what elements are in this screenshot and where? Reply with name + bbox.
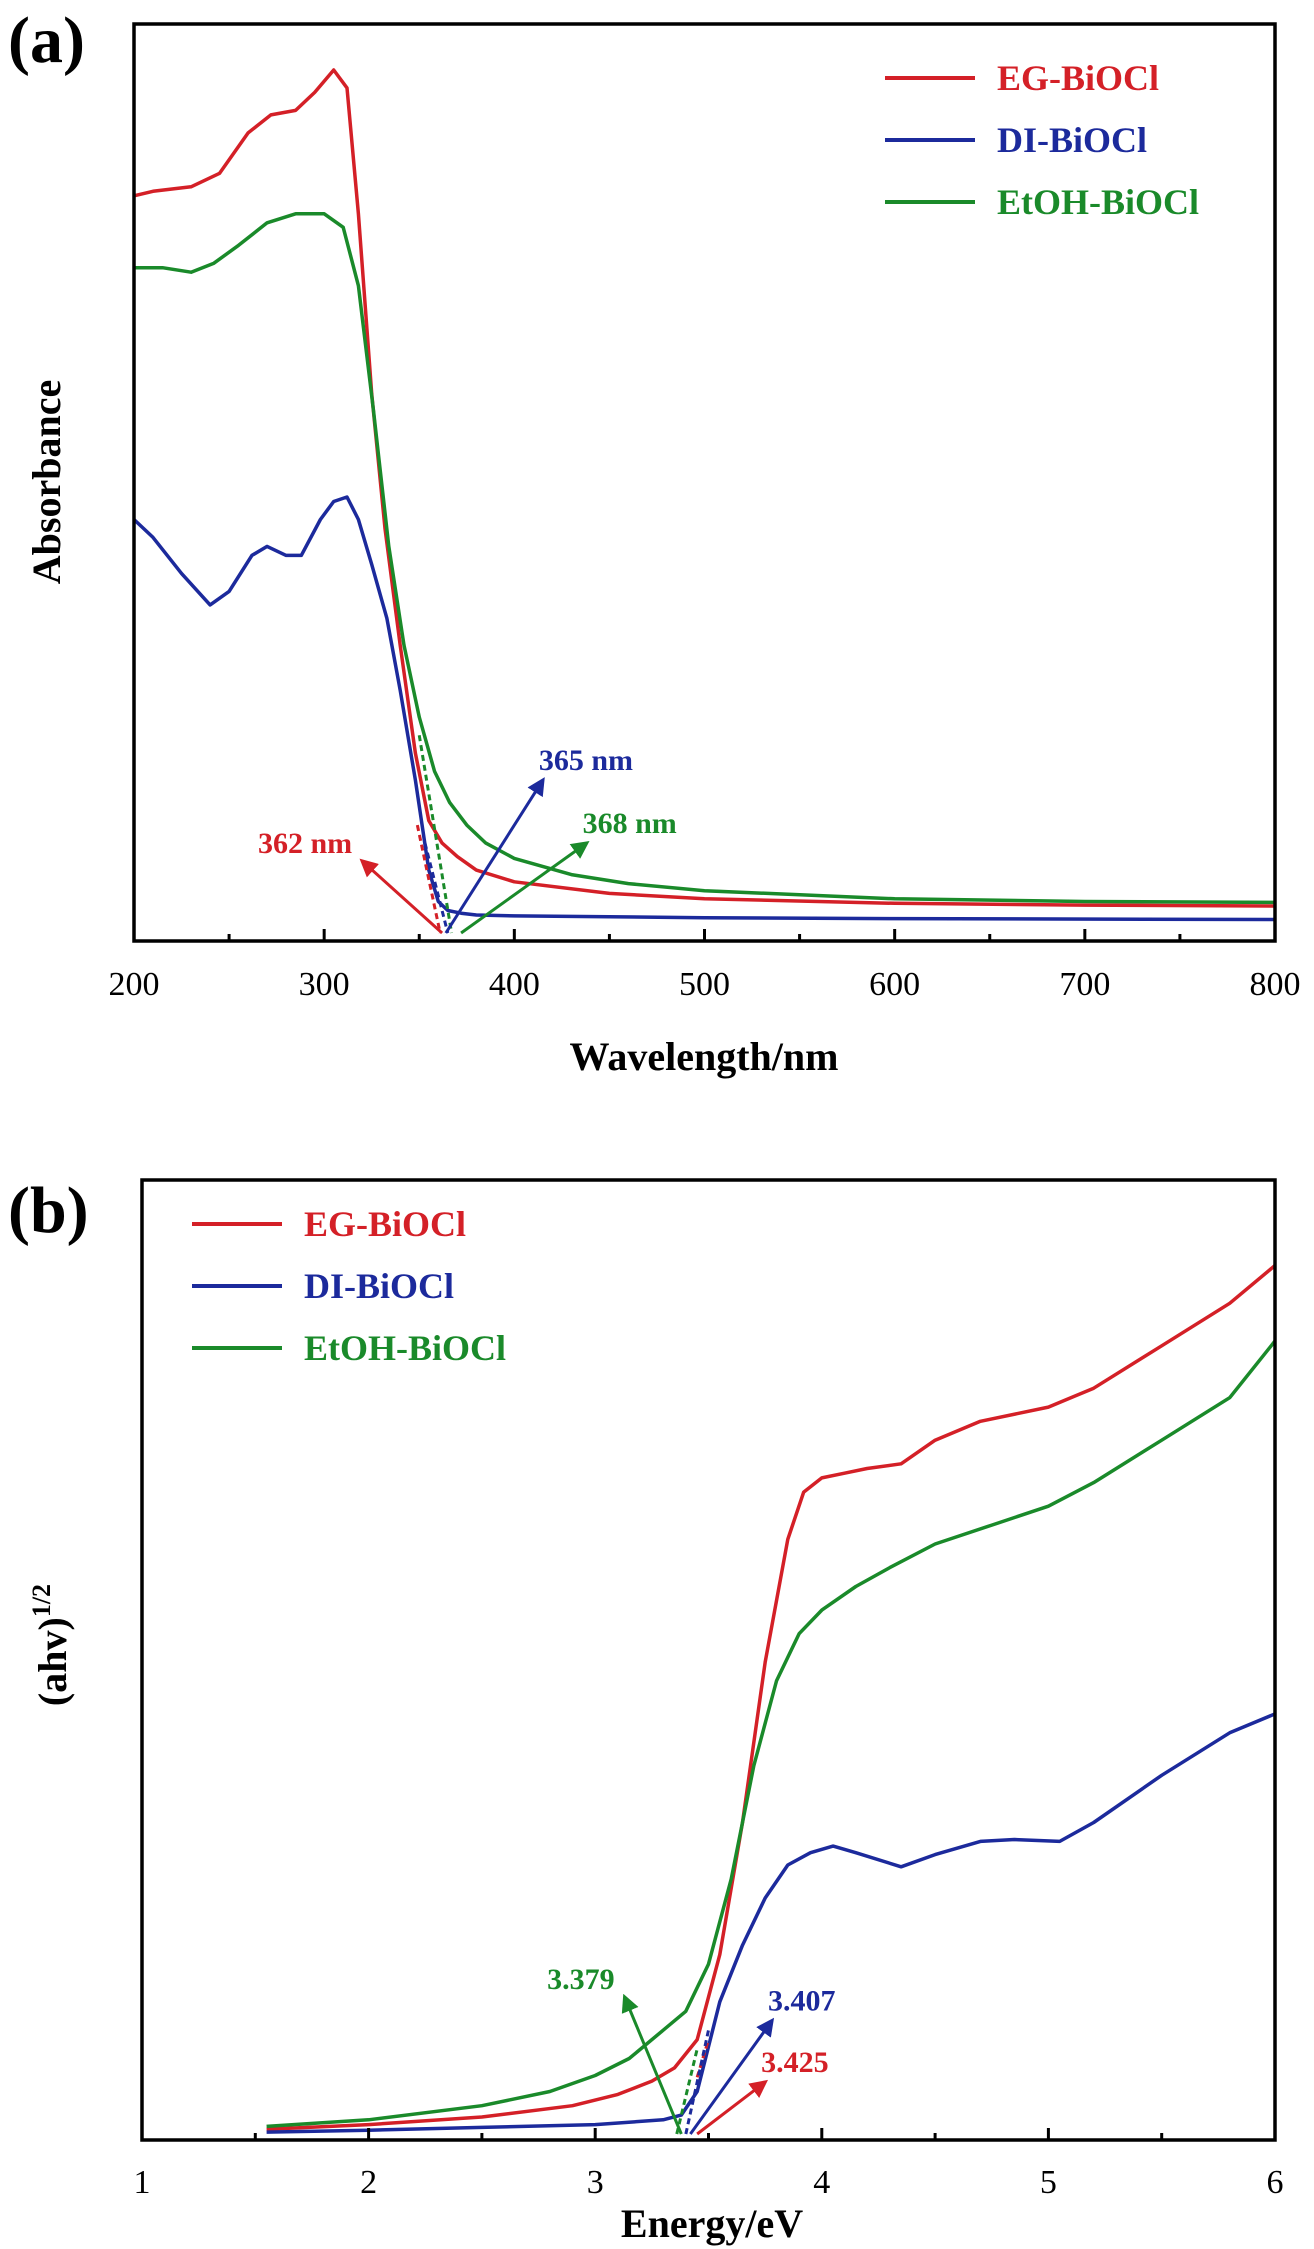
panel-a-legend-label-eg-biocl: EG-BiOCl	[997, 58, 1159, 98]
panel-b-x-tick-label: 6	[1267, 2164, 1284, 2201]
panel-b-legend-label-di-biocl: DI-BiOCl	[304, 1266, 454, 1306]
panel-a-x-tick-label: 600	[869, 966, 920, 1003]
panel-a-tangent-eg-biocl	[415, 824, 442, 934]
panel-b-annotation-label: 3.407	[768, 1985, 836, 2018]
panel-b-x-tick-label: 4	[813, 2164, 830, 2201]
panel-a-annotation-label: 368 nm	[583, 807, 677, 840]
panel-b-legend: EG-BiOCl DI-BiOCl EtOH-BiOCl	[192, 1204, 506, 1368]
panel-b-x-tick-label: 2	[360, 2164, 377, 2201]
panel-a-series-line-di-biocl	[132, 495, 1276, 922]
panel-b-legend-label-etoh-biocl: EtOH-BiOCl	[304, 1328, 506, 1368]
panel-a-annotation-arrow	[444, 777, 545, 934]
panel-b-tangent-di-biocl	[684, 2029, 710, 2135]
panel-b-y-axis-title: (ahv)1/2	[27, 1584, 75, 1706]
panel-b: (b) 1 2 3 4 5 6 Energy/eV (ahv)1/2 EG-BiOCl DI…	[8, 1174, 1284, 2246]
panel-a-plot-frame	[132, 22, 1277, 943]
panel-a-ticks: 200 300 400 500 600 700 800	[109, 929, 1301, 1003]
panel-b-annotation-arrow	[621, 1993, 683, 2135]
panel-a-annotation-arrow	[359, 858, 444, 935]
panel-b-tangent-etoh-biocl	[675, 2048, 699, 2135]
panel-b-legend-label-eg-biocl: EG-BiOCl	[304, 1204, 466, 1244]
panel-b-annotations: 3.379 3.407 3.425	[547, 1963, 836, 2136]
panel-a-x-axis-title: Wavelength/nm	[570, 1034, 839, 1079]
panel-a-series-line-eg-biocl	[133, 68, 1276, 908]
panel-b-annotation-label: 3.379	[547, 1963, 615, 1996]
panel-b-y-axis-base: (ahv)	[30, 1617, 75, 1706]
panel-a-legend-label-di-biocl: DI-BiOCl	[997, 120, 1147, 160]
panel-a-legend: EG-BiOCl DI-BiOCl EtOH-BiOCl	[885, 58, 1199, 222]
panel-a-tangent-di-biocl	[423, 842, 450, 934]
panel-b-ticks: 1 2 3 4 5 6	[134, 2128, 1284, 2201]
panel-a-annotation-label: 362 nm	[258, 827, 352, 860]
panel-a-x-tick-label: 500	[679, 966, 730, 1003]
panel-a-x-tick-label: 800	[1250, 966, 1301, 1003]
panel-b-annotation-label: 3.425	[761, 2046, 829, 2079]
panel-a-y-axis-title: Absorbance	[24, 380, 69, 584]
panel-a-series	[132, 68, 1276, 934]
panel-b-series-line-etoh-biocl	[266, 1339, 1277, 2129]
panel-b-series-line-di-biocl	[266, 1712, 1276, 2134]
panel-b-x-tick-label: 1	[134, 2164, 151, 2201]
panel-b-series-line-eg-biocl	[266, 1264, 1277, 2132]
panel-a-x-tick-label: 300	[299, 966, 350, 1003]
panel-b-label: (b)	[8, 1174, 89, 1247]
panel-a-annotation-arrow	[460, 841, 590, 935]
panel-a-x-tick-label: 400	[489, 966, 540, 1003]
panel-b-x-tick-label: 3	[587, 2164, 604, 2201]
panel-a-legend-label-etoh-biocl: EtOH-BiOCl	[997, 182, 1199, 222]
panel-b-series	[266, 1264, 1277, 2135]
panel-b-annotation-arrow	[689, 2017, 775, 2135]
panel-b-plot-frame	[140, 1178, 1277, 2142]
panel-b-x-tick-label: 5	[1040, 2164, 1057, 2201]
panel-a-series-line-etoh-biocl	[134, 212, 1276, 905]
panel-b-tangent-eg-biocl	[695, 2039, 710, 2078]
panel-b-x-axis-title: Energy/eV	[621, 2201, 803, 2246]
panel-b-annotation-arrow	[696, 2079, 769, 2136]
panel-a-tangent-etoh-biocl	[417, 734, 454, 934]
panel-a-x-tick-label: 700	[1059, 966, 1110, 1003]
panel-a-annotation-label: 365 nm	[539, 744, 633, 777]
panel-a-label: (a)	[8, 4, 85, 77]
panel-a: (a) 200 300 400 500 600 700 800 Wavelength/nm …	[8, 4, 1301, 1079]
panel-a-annotations: 362 nm 365 nm 368 nm	[258, 744, 677, 935]
panel-a-x-tick-label: 200	[109, 966, 160, 1003]
panel-b-y-axis-superscript: 1/2	[27, 1584, 56, 1617]
